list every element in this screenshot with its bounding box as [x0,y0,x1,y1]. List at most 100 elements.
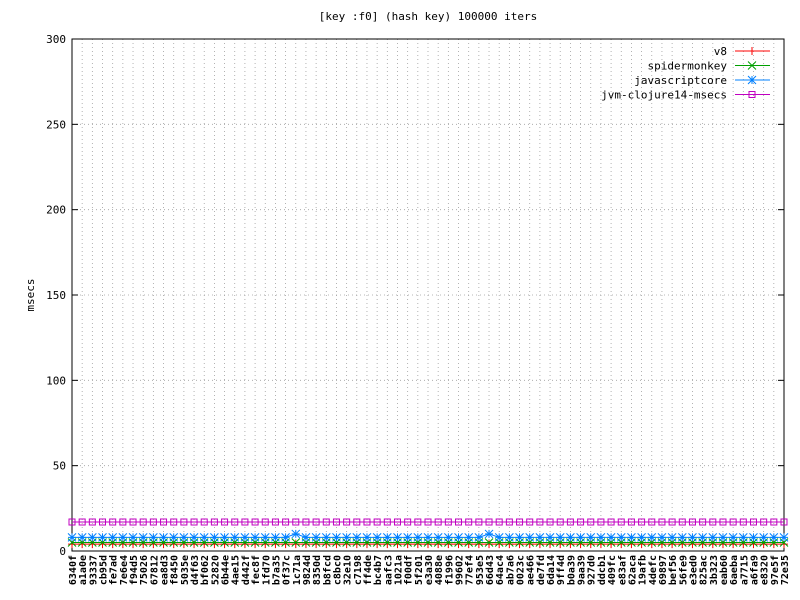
x-tick-label: fec8f [251,555,262,585]
x-tick-label: 4defc [648,555,659,585]
marker [779,532,789,542]
marker [465,518,473,526]
marker [98,532,107,542]
x-tick-label: 19afb [638,555,649,585]
marker [373,540,382,549]
marker [484,538,494,547]
marker [769,540,778,549]
marker [322,540,331,549]
marker [68,540,76,549]
marker [138,532,148,542]
marker [128,532,138,542]
marker [566,540,575,549]
marker [647,540,656,549]
marker [484,529,494,539]
marker [607,540,616,549]
x-tick-label: ff4de [363,555,374,585]
marker [606,532,616,542]
marker [352,532,362,542]
marker [545,532,555,542]
marker [393,518,401,526]
x-tick-label: b7a35 [271,555,282,585]
marker [180,518,188,526]
marker [748,47,756,55]
marker [546,518,554,526]
x-tick-label: 9aa39 [577,555,588,585]
x-tick-label: c7198 [353,555,364,585]
marker [383,518,391,526]
marker [149,532,158,542]
marker [556,540,565,549]
marker [668,540,677,549]
marker [321,532,331,542]
marker [88,540,97,549]
x-tick-label: ea8d3 [160,555,171,585]
marker [230,532,240,542]
marker [698,540,707,549]
marker [220,540,229,549]
x-tick-label: 97e5f [770,555,781,585]
marker [200,518,208,526]
marker [555,532,565,542]
marker [759,540,768,549]
marker [78,540,87,549]
marker [393,532,402,542]
marker [423,532,433,542]
marker [393,540,402,549]
marker [240,540,249,549]
marker [616,532,626,542]
marker [413,532,423,542]
marker [556,518,564,526]
marker [443,532,453,542]
marker [403,532,413,542]
marker [342,540,351,549]
x-tick-label: a1a0e [78,555,89,585]
marker [667,532,677,542]
marker [301,540,310,549]
marker [199,532,209,542]
marker [485,540,494,549]
marker [241,518,249,526]
marker [363,518,371,526]
marker [424,518,432,526]
marker [332,518,340,526]
marker [637,540,646,549]
marker [780,540,788,549]
marker [373,518,381,526]
y-tick-label: 0 [59,545,66,558]
marker [210,532,219,542]
marker [454,540,463,549]
x-tick-label: f8450 [170,555,181,585]
marker [688,532,697,542]
marker [505,540,514,549]
marker [282,518,290,526]
x-tick-label: 1c71a [292,555,303,585]
x-tick-label: 6b44e [221,555,232,585]
x-tick-label: 62aca [627,555,638,585]
marker [383,540,392,549]
marker [149,540,158,549]
marker [747,61,757,70]
marker [738,532,748,542]
marker [362,532,372,542]
marker [596,540,605,549]
marker [404,518,412,526]
marker [586,532,596,542]
marker [271,532,280,542]
marker [444,518,452,526]
marker [698,532,707,542]
marker [372,532,382,542]
marker [749,518,757,526]
marker [434,518,442,526]
marker [88,518,96,526]
x-tick-label: bc4b7 [373,555,384,585]
x-tick-label: 67812 [149,555,160,585]
x-tick-label: 1021a [393,555,404,585]
marker [678,540,687,549]
marker [251,518,259,526]
x-tick-label: aafc3 [383,555,394,585]
marker [535,532,545,542]
marker [474,540,483,549]
marker [677,532,687,542]
